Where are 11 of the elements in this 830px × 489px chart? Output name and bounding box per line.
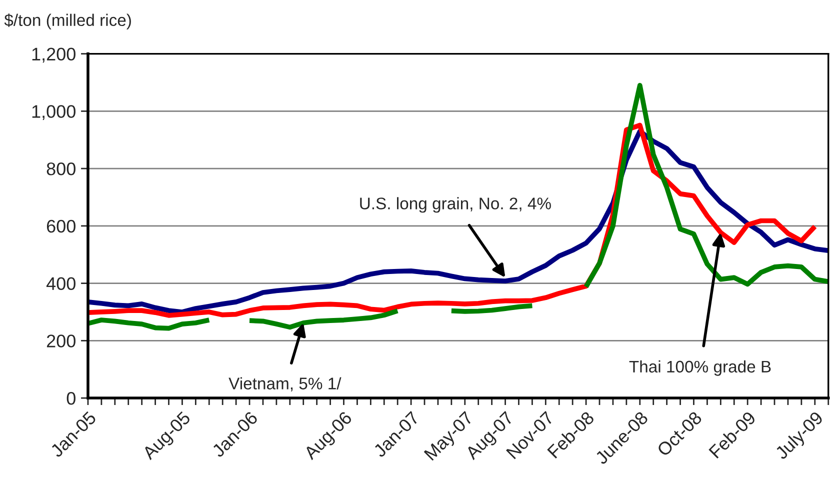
y-tick-label: 1,000: [32, 105, 76, 120]
annotation: Vietnam, 5% 1/: [228, 377, 342, 392]
y-axis-title: $/ton (milled rice): [4, 14, 131, 30]
y-tick-label: 400: [46, 277, 76, 290]
y-tick-label: 200: [46, 334, 76, 348]
y-tick-label: 0: [66, 392, 76, 405]
y-tick-label: 600: [46, 220, 76, 233]
annotation: Thai 100% grade B: [629, 360, 771, 376]
y-tick-label: 800: [46, 162, 76, 176]
annotation: U.S. long grain, No. 2, 4%: [360, 197, 551, 213]
y-tick-label: 1,200: [32, 48, 76, 63]
